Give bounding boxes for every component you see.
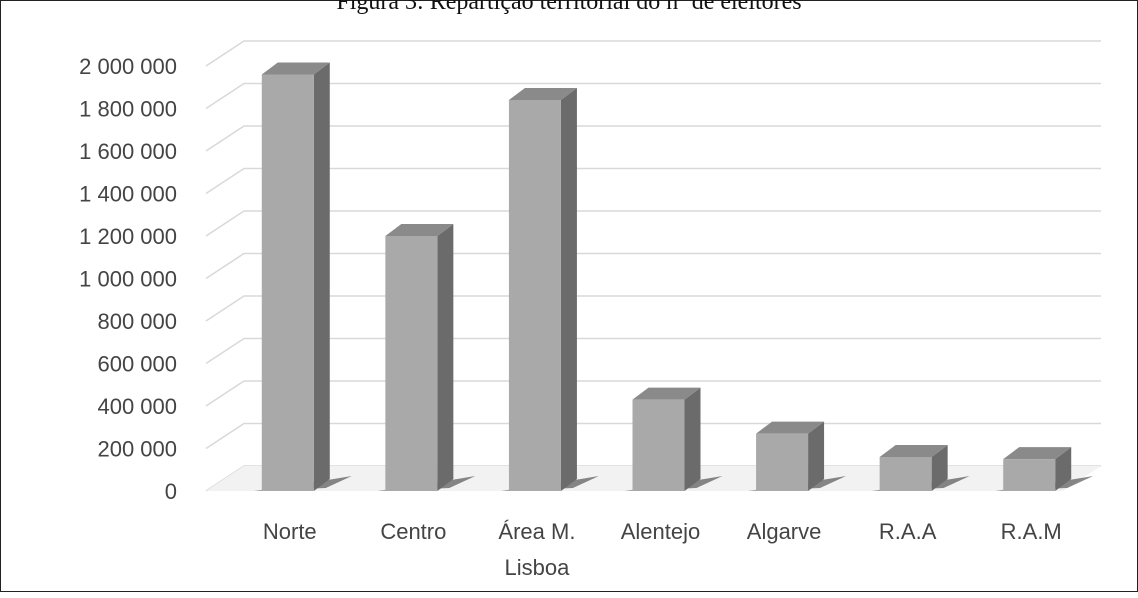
x-tick-label: Algarve [747,519,822,544]
bar-side [560,88,577,491]
y-tick-label: 1 200 000 [79,224,177,249]
gridlines [205,40,1101,492]
x-tick-label: Centro [380,519,446,544]
bar [995,447,1094,491]
bar [500,88,599,491]
bar-shadow [253,476,352,491]
bar-side [437,224,454,491]
bar-side [808,421,825,491]
gridline [205,337,1101,365]
gridline [205,40,1101,67]
bar-shadow [871,476,970,491]
bar-shadow [500,476,599,491]
x-tick-label: Área M. Lisboa [498,519,575,580]
chart-title: Figura 3: Repartição territorial do nº d… [336,0,802,15]
bar-front [756,433,809,491]
gridline [205,125,1101,152]
y-tick-label: 1 600 000 [79,139,177,164]
bar-side [931,445,948,491]
bar [871,445,970,491]
bar-top [632,387,701,400]
bar-top [385,224,454,236]
bar [748,421,847,491]
bar-shadow [377,476,476,491]
y-tick-label: 1 000 000 [79,267,177,292]
y-tick-label: 400 000 [97,394,177,419]
bar-shadow [995,476,1094,491]
bar-top [508,88,577,100]
bar-front [879,457,932,491]
gridline [205,380,1101,407]
y-tick-label: 0 [165,479,177,504]
bar-shadow [624,476,723,491]
y-tick-label: 600 000 [97,352,177,377]
x-tick-label: R.A.M [1001,519,1062,544]
bar-front [385,236,438,491]
bar-top [261,62,330,75]
x-tick-label: R.A.A [879,519,937,544]
gridline [205,252,1101,280]
bar [377,224,476,491]
bar-side [1055,447,1072,491]
x-tick-label: Norte [263,519,317,544]
y-tick-label: 1 400 000 [79,182,177,207]
bar-top [1003,447,1072,460]
gridline [205,295,1101,322]
bar-front [1003,459,1056,491]
x-tick-label: Alentejo [621,519,701,544]
y-tick-label: 200 000 [97,437,177,462]
bar-front [508,100,561,491]
y-axis-ticks: 0 200 000 400 000 600 000 800 000 1 000 000 1 … [79,54,177,504]
y-tick-label: 2 000 000 [79,54,177,79]
bar-front [632,399,685,491]
bar-side [313,62,330,491]
bar-shadow [748,476,847,491]
bar-front [261,74,314,491]
bar [253,62,352,491]
bar-top [756,421,825,434]
gridline [205,210,1101,237]
gridline [205,167,1101,195]
y-tick-label: 1 800 000 [79,97,177,122]
y-tick-label: 800 000 [97,309,177,334]
gridline [205,82,1101,110]
x-axis-ticks: Norte Centro Área M. Lisboa Alentejo Algarve R… [263,519,1062,580]
bars [253,62,1094,491]
bar [624,387,723,491]
bar-side [684,387,701,491]
bar-top [879,445,948,457]
